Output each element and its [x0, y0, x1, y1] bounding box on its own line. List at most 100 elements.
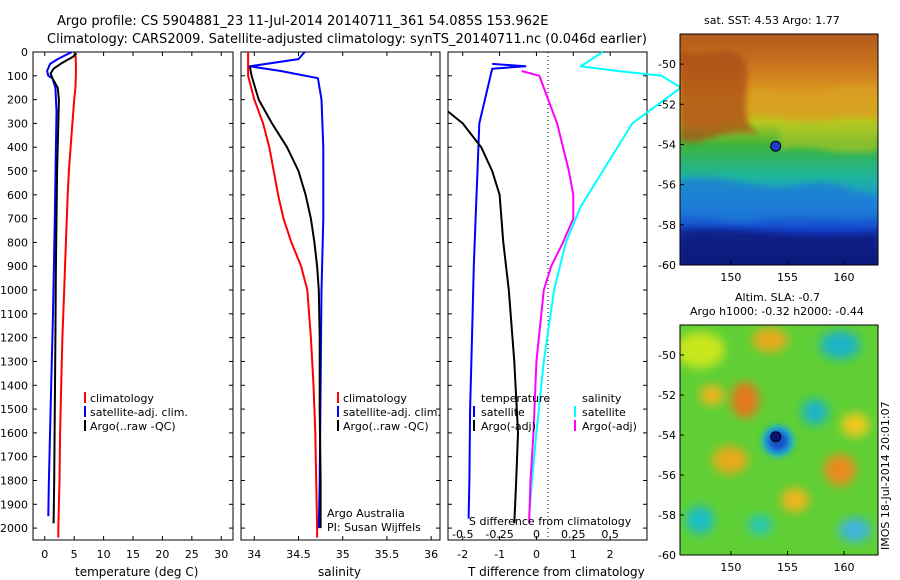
temperature-plot-frame: [32, 51, 234, 541]
longitude-tick-label: 150: [720, 271, 741, 284]
t-difference-tick-label: -2: [457, 548, 468, 561]
legend-swatch-satellite-adj: [84, 406, 86, 417]
s-difference-tick-label: 0.5: [601, 528, 619, 541]
sla-map-frame: [679, 324, 879, 556]
s-difference-axis-label: S difference from climatology: [469, 515, 632, 528]
sla-map-title: Altim. SLA: -0.7: [735, 291, 820, 304]
legend-label-climatology: climatology: [343, 392, 407, 405]
s-difference-tick-label: -0.5: [452, 528, 473, 541]
salinity-tick-label: 35: [336, 548, 350, 561]
depth-tick-label: 300: [7, 117, 28, 130]
sst-map-frame: [679, 33, 879, 266]
depth-tick-label: 1600: [0, 427, 28, 440]
t-difference-tick-label: 1: [570, 548, 577, 561]
legend-swatch-argo: [84, 420, 86, 431]
t-difference-tick-label: 2: [607, 548, 614, 561]
longitude-tick-label: 155: [777, 561, 798, 574]
legend-swatch-s-argo: [574, 420, 576, 431]
imos-timestamp: IMOS 18-Jul-2014 20:01:07: [879, 401, 892, 550]
legend-header-temperature: temperature: [481, 392, 550, 405]
longitude-tick-label: 160: [834, 271, 855, 284]
series-line-argo-adj: [521, 70, 575, 524]
difference-series: [447, 51, 682, 524]
depth-tick-label: 700: [7, 213, 28, 226]
longitude-tick-label: 155: [777, 271, 798, 284]
depth-tick-label: 100: [7, 70, 28, 83]
sst-heatmap: [680, 34, 878, 265]
legend-label-argo: Argo(..raw -QC): [343, 420, 429, 433]
series-line-climatology: [247, 52, 319, 538]
legend-swatch-climatology: [84, 392, 86, 403]
depth-tick-label: 400: [7, 141, 28, 154]
latitude-tick-label: -56: [658, 469, 676, 482]
series-line-argo-raw-qc: [49, 52, 78, 524]
s-difference-tick-label: 0.25: [561, 528, 586, 541]
series-line-satellite: [467, 62, 527, 519]
salinity-tick-label: 34.5: [286, 548, 311, 561]
legend-label-climatology: climatology: [90, 392, 154, 405]
legend-swatch-argo: [337, 420, 339, 431]
temperature-legend: climatology satellite-adj. clim. Argo(..…: [84, 392, 188, 433]
temperature-tick-label: 15: [126, 548, 140, 561]
depth-tick-label: 600: [7, 189, 28, 202]
sla-map-subtitle: Argo h1000: -0.32 h2000: -0.44: [690, 305, 864, 318]
temperature-tick-label: 30: [214, 548, 228, 561]
salinity-ticks: 34 34.5 35 35.5 36: [241, 51, 440, 561]
series-line-satellite: [528, 51, 682, 517]
legend-label-t-satellite: satellite: [481, 406, 525, 419]
depth-tick-label: 1500: [0, 403, 28, 416]
legend-label-t-argo: Argo(-adj): [481, 420, 536, 433]
legend-swatch-t-satellite: [473, 406, 475, 417]
temperature-ticks: 0 5 10 15 20 25 30: [33, 51, 233, 561]
depth-tick-label: 1700: [0, 451, 28, 464]
latitude-tick-label: -52: [658, 389, 676, 402]
t-difference-axis-label: T difference from climatology: [467, 565, 645, 579]
s-difference-tick-label: 0: [533, 528, 540, 541]
depth-tick-label: 1200: [0, 332, 28, 345]
latitude-tick-label: -50: [658, 349, 676, 362]
difference-panel: -2 -1 0 1 2 -0.5 -0.25 0 0.25 0.5 S difference fr…: [447, 51, 682, 579]
temperature-tick-label: 25: [185, 548, 199, 561]
latitude-tick-label: -52: [658, 98, 676, 111]
depth-tick-label: 200: [7, 94, 28, 107]
difference-ticks: -2 -1 0 1 2 -0.5 -0.25 0 0.25 0.5: [448, 51, 647, 561]
latitude-tick-label: -54: [658, 138, 676, 151]
legend-label-s-satellite: satellite: [582, 406, 626, 419]
t-difference-tick-label: 0: [533, 548, 540, 561]
difference-legend: temperature salinity satellite Argo(-adj…: [473, 392, 637, 433]
temperature-tick-label: 0: [41, 548, 48, 561]
depth-tick-label: 0: [21, 46, 28, 59]
latitude-tick-label: -58: [658, 219, 676, 232]
salinity-tick-label: 36: [424, 548, 438, 561]
legend-swatch-t-argo: [473, 420, 475, 431]
longitude-tick-label: 150: [720, 561, 741, 574]
salinity-plot-frame: [240, 51, 441, 541]
longitude-tick-label: 160: [834, 561, 855, 574]
salinity-legend: climatology satellite-adj. clim. Argo(..…: [337, 392, 441, 433]
s-difference-tick-label: -0.25: [485, 528, 513, 541]
temperature-axis-label: temperature (deg C): [75, 565, 198, 579]
salinity-series: [247, 51, 325, 538]
series-line-climatology: [57, 53, 77, 538]
temperature-tick-label: 20: [155, 548, 169, 561]
depth-tick-label: 1300: [0, 355, 28, 368]
sst-argo-position-marker: [770, 140, 782, 152]
sst-map-title: sat. SST: 4.53 Argo: 1.77: [704, 14, 840, 27]
sla-heatmap: [680, 325, 878, 555]
latitude-tick-label: -60: [658, 549, 676, 562]
temperature-tick-label: 5: [71, 548, 78, 561]
t-difference-tick-label: -1: [494, 548, 505, 561]
depth-tick-label: 500: [7, 165, 28, 178]
salinity-panel: 34 34.5 35 35.5 36 salinity climatology sate…: [240, 51, 441, 579]
depth-tick-label: 1900: [0, 498, 28, 511]
latitude-tick-label: -50: [658, 58, 676, 71]
legend-label-s-argo: Argo(-adj): [582, 420, 637, 433]
legend-label-argo: Argo(..raw -QC): [90, 420, 176, 433]
legend-header-salinity: salinity: [582, 392, 622, 405]
figure-title-line2: Climatology: CARS2009. Satellite-adjuste…: [47, 32, 647, 47]
figure-title-line1: Argo profile: CS 5904881_23 11-Jul-2014 …: [57, 14, 548, 29]
depth-tick-label: 1800: [0, 474, 28, 487]
annotation-pi-name: PI: Susan Wijffels: [327, 521, 421, 534]
latitude-tick-label: -58: [658, 509, 676, 522]
